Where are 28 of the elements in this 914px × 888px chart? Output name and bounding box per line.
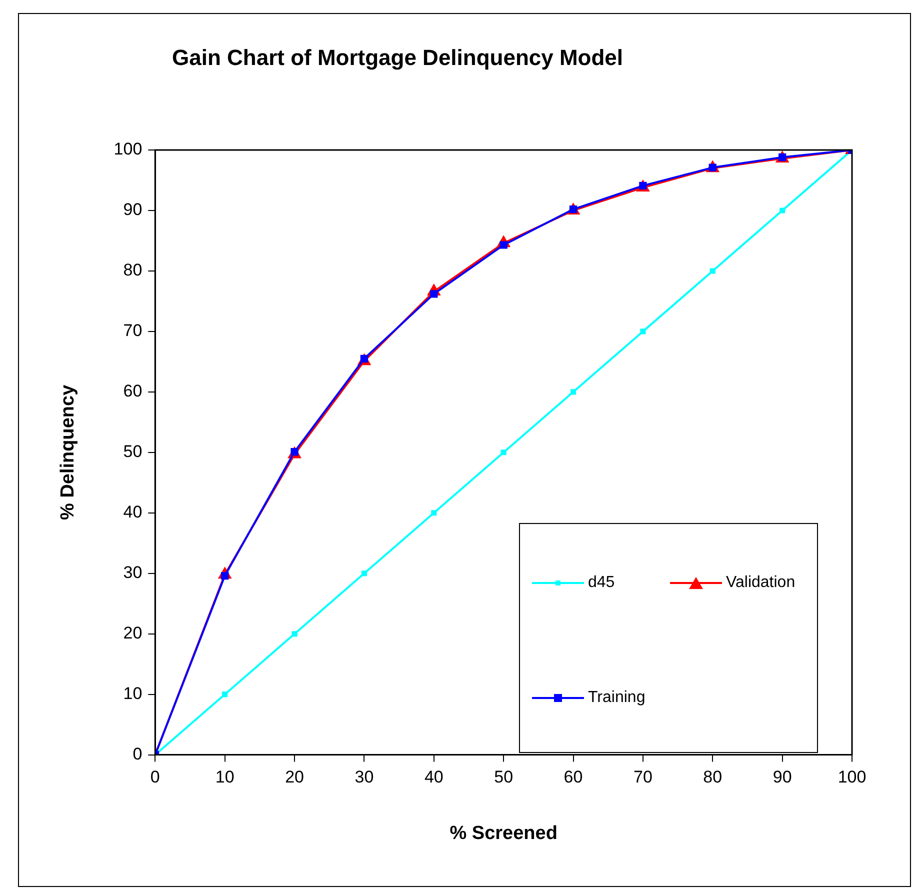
- y-tick-label: 80: [123, 260, 142, 280]
- y-tick-label: 30: [123, 563, 142, 582]
- y-tick-label: 90: [123, 200, 142, 220]
- legend-label: Validation: [726, 574, 796, 592]
- x-tick-label: 60: [564, 768, 583, 787]
- x-tick-label: 80: [703, 768, 722, 787]
- y-tick-label: 70: [123, 321, 142, 340]
- legend-label: d45: [588, 574, 615, 592]
- x-tick-label: 30: [354, 768, 374, 787]
- legend-label: Training: [588, 689, 646, 707]
- y-tick-label: 50: [123, 442, 142, 462]
- y-axis-title: % Delinquency: [58, 384, 79, 520]
- x-tick-label: 90: [772, 768, 792, 787]
- y-tick-label: 60: [123, 382, 142, 401]
- y-tick-label: 10: [123, 684, 142, 704]
- y-tick-label: 40: [123, 502, 142, 522]
- x-tick-label: 20: [285, 768, 304, 787]
- y-tick-label: 100: [114, 140, 142, 159]
- x-tick-label: 70: [633, 768, 652, 787]
- y-tick-label: 0: [132, 744, 142, 764]
- y-tick-label: 20: [123, 624, 142, 643]
- x-tick-label: 100: [838, 768, 866, 787]
- x-axis-title: % Screened: [450, 822, 558, 844]
- x-tick-label: 0: [150, 768, 160, 787]
- x-tick-label: 10: [215, 768, 234, 787]
- x-tick-label: 40: [424, 768, 444, 787]
- chart-title: Gain Chart of Mortgage Delinquency Model: [172, 45, 624, 71]
- x-tick-label: 50: [494, 768, 514, 787]
